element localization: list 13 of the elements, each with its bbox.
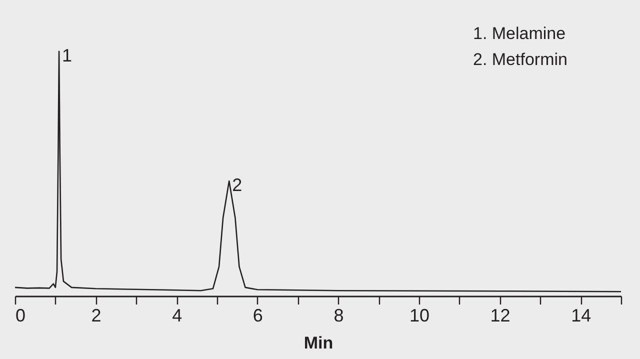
x-tick-label: 4 <box>172 306 182 326</box>
x-axis-title: Min <box>304 334 334 352</box>
text: 1. Melamine <box>473 24 566 43</box>
x-tick-label: 10 <box>409 306 430 326</box>
x-tick-label: 0 <box>16 306 26 326</box>
x-tick-label: 2 <box>91 306 102 326</box>
x-tick-label: 12 <box>490 306 510 326</box>
x-tick-label: 14 <box>571 306 592 326</box>
annotation: 2 <box>232 175 242 196</box>
annotation: 1 <box>62 45 72 66</box>
annotation: 2. Metformin <box>473 50 568 69</box>
x-tick-label: 6 <box>252 306 263 326</box>
x-tick-label: 8 <box>334 306 344 326</box>
